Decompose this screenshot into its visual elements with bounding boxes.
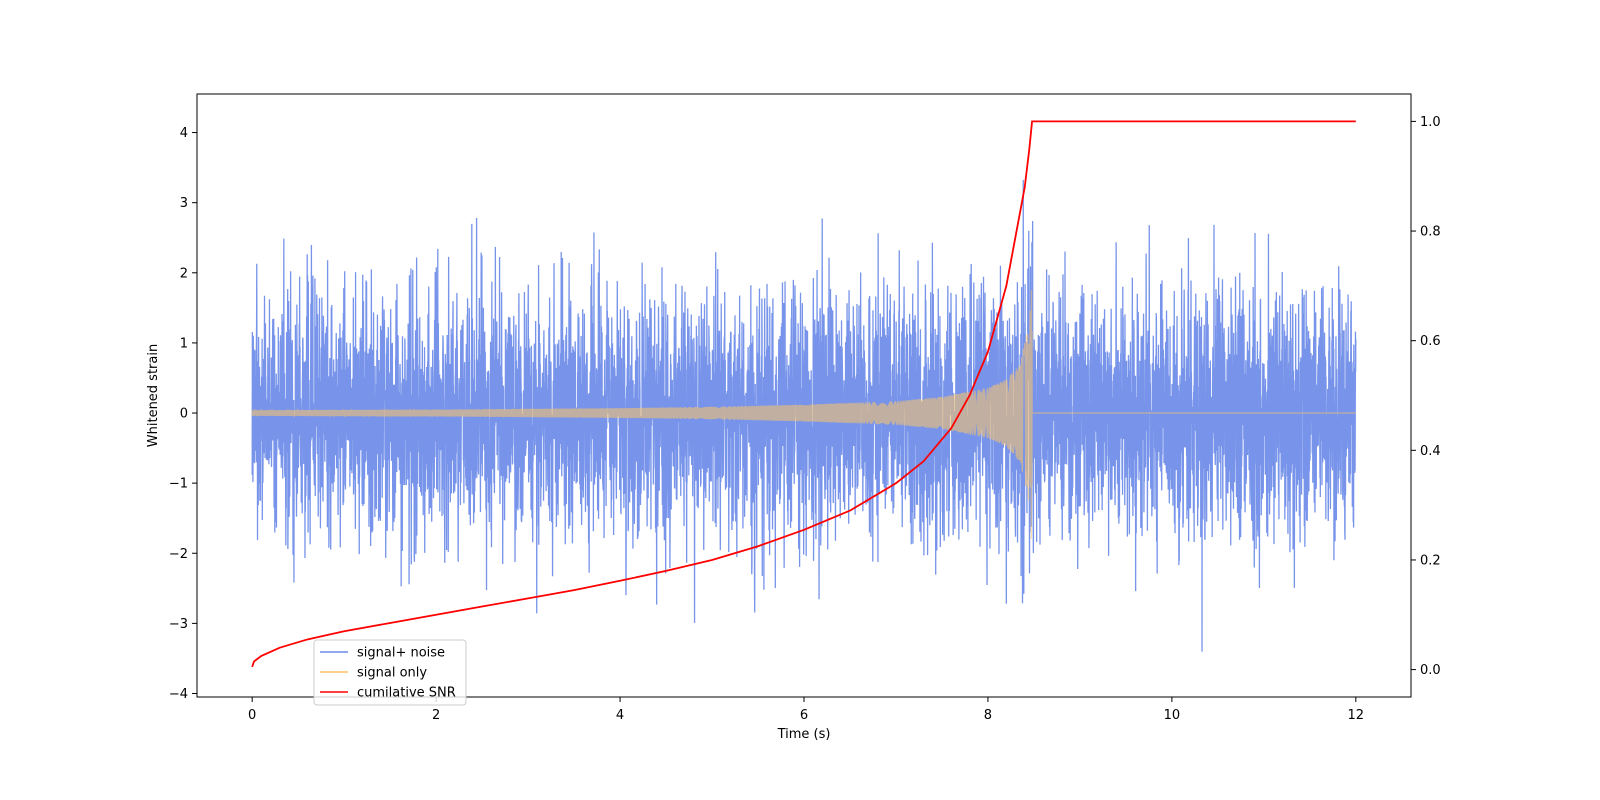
x-tick-label: 8 [984, 708, 992, 723]
series-signal-plus-noise [251, 179, 1357, 652]
y2-axis-ticks: 0.0 0.2 0.4 0.6 0.8 1.0 [1411, 115, 1441, 678]
series-line-signal-plus-noise [251, 179, 1357, 652]
y2-tick-label: 0.8 [1420, 225, 1441, 240]
legend-box [313, 639, 467, 706]
legend-label-signal-only: signal only [357, 666, 427, 681]
y2-tick-label: 0.6 [1420, 334, 1441, 349]
x-axis-label: Time (s) [777, 727, 831, 742]
y-tick-label: 0 [180, 407, 188, 422]
series-line-signal-only [251, 290, 1356, 540]
x-tick-label: 10 [1164, 708, 1181, 723]
y2-tick-label: 0.0 [1420, 663, 1441, 678]
x-tick-label: 0 [248, 708, 256, 723]
y-tick-label: −2 [169, 547, 188, 562]
legend-label-cumulative-snr: cumilative SNR [357, 686, 456, 701]
legend: signal+ noise signal only cumilative SNR [313, 639, 467, 706]
series-line-cumulative-snr [251, 120, 1356, 668]
y-tick-label: 1 [180, 336, 188, 351]
y2-tick-label: 0.2 [1420, 553, 1441, 568]
y-tick-label: 3 [180, 196, 188, 211]
y-axis-ticks: −4 −3 −2 −1 0 1 2 3 4 [169, 126, 197, 702]
y-tick-label: 2 [180, 266, 188, 281]
y-axis-label: Whitened strain [146, 344, 161, 447]
x-tick-label: 12 [1348, 708, 1365, 723]
legend-label-signal-plus-noise: signal+ noise [357, 646, 445, 661]
x-tick-label: 6 [800, 708, 808, 723]
y-tick-label: −1 [169, 477, 188, 492]
y-tick-label: −4 [169, 687, 188, 702]
y2-tick-label: 0.4 [1420, 444, 1441, 459]
y2-tick-label: 1.0 [1420, 115, 1441, 130]
y-tick-label: 4 [180, 126, 188, 141]
x-axis-ticks: 0 2 4 6 8 10 12 [248, 697, 1364, 723]
plot-area [251, 120, 1357, 668]
series-signal-only [251, 290, 1356, 540]
series-cumulative-snr [251, 120, 1356, 668]
x-tick-label: 4 [616, 708, 624, 723]
y-tick-label: −3 [169, 617, 188, 632]
x-tick-label: 2 [432, 708, 440, 723]
